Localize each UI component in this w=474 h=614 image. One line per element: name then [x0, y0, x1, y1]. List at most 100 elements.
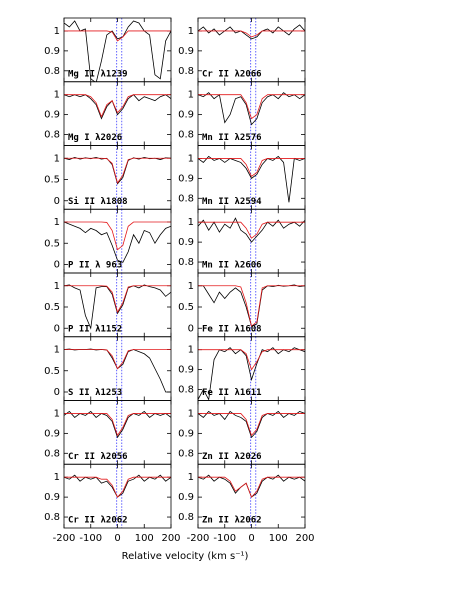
plot-area	[64, 273, 171, 337]
y-tick-label: 0.5	[44, 366, 60, 377]
model-fit	[64, 221, 171, 251]
plot-area	[64, 18, 171, 82]
y-tick-label: 1	[188, 26, 194, 37]
model-fit	[198, 158, 305, 177]
y-tick-label: 0.8	[44, 66, 60, 77]
model-fit	[64, 476, 171, 498]
line-label: Cr II λ2066	[202, 69, 262, 79]
panel: 0.8 0.9 1 Fe II λ1611	[178, 336, 306, 401]
y-tick-label: 1	[54, 26, 60, 37]
y-tick-label: 0.8	[44, 512, 60, 523]
y-tick-label: 0.5	[178, 302, 194, 313]
y-tick-label: 0.8	[178, 257, 194, 268]
spectrum	[64, 221, 171, 263]
x-tick-label: -100	[213, 533, 236, 544]
spectrum	[64, 284, 171, 330]
plot-area	[198, 464, 305, 528]
spectrum	[64, 156, 171, 185]
spectrum	[198, 217, 305, 243]
line-label: P II λ 963	[68, 261, 122, 271]
y-tick-label: 0.9	[178, 46, 194, 57]
model-fit	[198, 349, 305, 371]
x-axis-label: Relative velocity (km s⁻¹)	[122, 551, 249, 562]
model-fit	[64, 285, 171, 314]
x-tick-label: 0	[248, 533, 254, 544]
panel: 0 0.5 1 P II λ1152	[44, 272, 172, 338]
spectrum	[198, 474, 305, 498]
x-tick-label: 100	[135, 533, 154, 544]
model-fit	[64, 30, 171, 42]
x-tick-label: 200	[295, 533, 314, 544]
plot-area	[198, 18, 305, 82]
spectrum	[64, 94, 171, 120]
line-label: P II λ1152	[68, 324, 122, 334]
y-tick-label: 0.8	[178, 385, 194, 396]
y-tick-label: 0.9	[44, 428, 60, 439]
y-tick-label: 1	[54, 90, 60, 101]
y-tick-label: 0.9	[44, 492, 60, 503]
plot-area	[198, 400, 305, 465]
line-label: Si II λ1808	[68, 196, 128, 207]
y-tick-label: 0	[54, 323, 60, 334]
y-tick-label: 0.5	[44, 238, 60, 249]
y-tick-label: 0.8	[44, 448, 60, 459]
panel: 0.8 0.9 1 Mn II λ2576	[178, 81, 306, 146]
line-label: S II λ1253	[68, 388, 122, 398]
spectrum	[64, 348, 171, 393]
y-tick-label: 1	[188, 153, 194, 164]
line-label: Mg II λ1239	[68, 69, 128, 79]
x-tick-label: 100	[269, 533, 288, 544]
panel-frame	[197, 463, 306, 529]
line-label: Cr II λ2062	[68, 516, 128, 526]
y-tick-label: 0.9	[178, 365, 194, 376]
y-tick-label: 1	[54, 345, 60, 356]
y-tick-label: 0.5	[44, 302, 60, 313]
spectrum	[198, 284, 305, 327]
model-fit	[198, 30, 305, 38]
y-tick-label: 1	[54, 472, 60, 483]
spectrum	[198, 155, 305, 203]
model-fit	[198, 413, 305, 437]
model-fit	[198, 221, 305, 239]
line-label: Fe II λ1608	[202, 324, 262, 334]
y-tick-label: 1	[188, 217, 194, 228]
y-tick-label: 0.8	[178, 193, 194, 204]
line-label: Fe II λ1611	[202, 388, 262, 398]
spectrum	[64, 410, 171, 439]
spectrum	[64, 474, 171, 498]
plot-area	[64, 209, 171, 273]
spectrum	[198, 347, 305, 401]
y-tick-label: 0.9	[178, 110, 194, 121]
line-label: Zn II λ2062	[202, 516, 262, 526]
y-tick-label: 0.8	[178, 66, 194, 77]
line-label: Mg I λ2026	[68, 133, 122, 143]
line-label: Zn II λ2026	[202, 452, 262, 462]
panel: 0.8 0.9 1 Mn II λ2606	[178, 208, 306, 274]
y-tick-label: 1	[54, 153, 60, 164]
y-tick-label: 1	[188, 472, 194, 483]
plot-area	[64, 464, 171, 528]
panel: 0 0.5 1 Fe II λ1608	[178, 272, 306, 338]
model-fit	[198, 94, 305, 120]
x-tick-label: -100	[79, 533, 102, 544]
y-tick-label: 0.5	[44, 175, 60, 186]
y-tick-label: 1	[188, 90, 194, 101]
plot-area	[64, 81, 171, 146]
x-tick-label: 200	[161, 533, 180, 544]
spectrum	[64, 20, 171, 82]
panel: 0.8 0.9 1 Mg II λ1239	[44, 17, 172, 83]
y-tick-label: 0.8	[178, 512, 194, 523]
plot-area	[198, 273, 305, 337]
plot-area	[198, 336, 305, 401]
model-fit	[198, 476, 305, 498]
plot-area	[64, 336, 171, 401]
line-label: Mn II λ2606	[202, 261, 262, 271]
y-tick-label: 0	[54, 260, 60, 271]
panel: 0.8 0.9 1 Mg I λ2026	[44, 81, 172, 146]
line-label: Cr II λ2056	[68, 452, 128, 462]
y-tick-label: 0.8	[44, 130, 60, 141]
y-tick-label: 0.8	[178, 448, 194, 459]
spectrum	[198, 410, 305, 439]
panel: 0.8 0.9 1 Cr II λ2056	[44, 400, 172, 465]
